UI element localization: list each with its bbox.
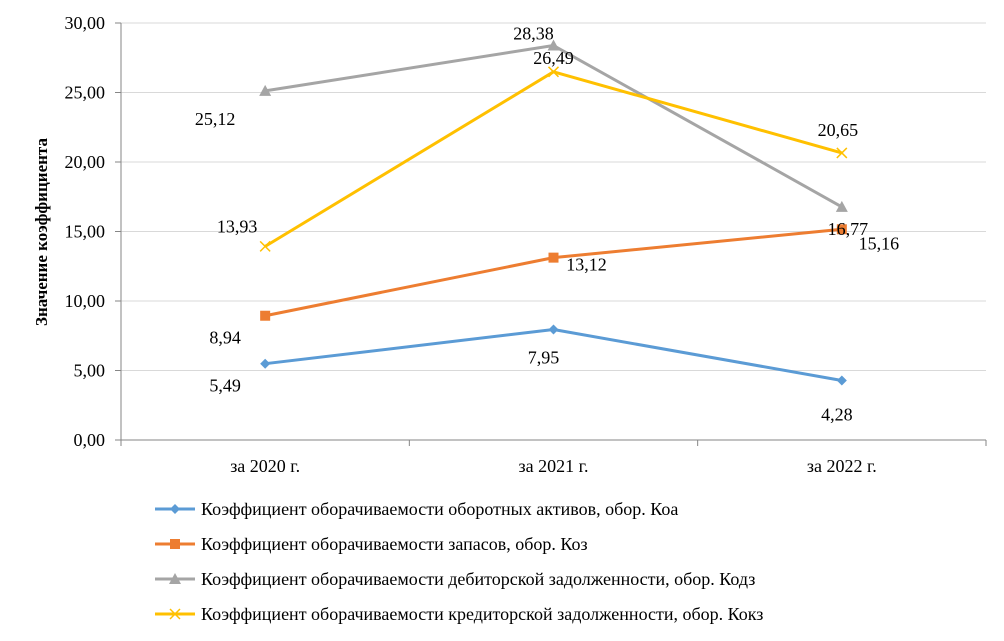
- y-axis-label: Значение коэффициента: [32, 138, 51, 326]
- data-point: [260, 310, 271, 321]
- y-tick-label: 30,00: [65, 13, 106, 33]
- data-label: 15,16: [859, 233, 900, 253]
- data-point: [259, 84, 272, 96]
- data-point: [259, 240, 271, 252]
- data-label: 16,77: [828, 219, 869, 239]
- data-point: [547, 39, 560, 51]
- y-tick-label: 5,00: [74, 361, 106, 381]
- data-point: [548, 324, 559, 335]
- legend-item: Коэффициент оборачиваемости запасов, обо…: [155, 527, 588, 561]
- legend-swatch: [155, 504, 195, 514]
- data-label: 13,12: [566, 255, 607, 275]
- data-point: [836, 375, 847, 386]
- legend-swatch: [155, 573, 195, 584]
- x-tick-labels: за 2020 г. за 2021 г. за 2022 г.: [230, 456, 877, 476]
- data-label: 7,95: [528, 347, 560, 367]
- data-point: [548, 252, 559, 263]
- y-tick-label: 25,00: [65, 83, 106, 103]
- legend-marker: [169, 608, 181, 620]
- data-label: 8,94: [209, 328, 241, 348]
- y-tick-label: 0,00: [74, 430, 106, 450]
- data-label: 20,65: [818, 120, 859, 140]
- data-label: 25,12: [195, 109, 236, 129]
- legend-label: Коэффициент оборачиваемости оборотных ак…: [201, 498, 679, 519]
- axes: [115, 22, 987, 446]
- marker-stroke: [169, 608, 181, 620]
- data-point: [836, 224, 847, 235]
- y-tick-label: 15,00: [65, 222, 106, 242]
- y-tick-label: 10,00: [65, 291, 106, 311]
- x-tick-label: за 2020 г.: [230, 456, 300, 476]
- legend-item: Коэффициент оборачиваемости кредиторской…: [155, 597, 763, 631]
- marker-stroke: [547, 66, 560, 78]
- legend-marker: [170, 504, 180, 514]
- y-tick-labels: 0,00 5,00 10,00 15,00 20,00 25,00 30,00: [65, 13, 106, 450]
- marker-stroke: [836, 147, 848, 159]
- legend-swatch: [155, 539, 195, 549]
- data-labels: 5,49 7,95 4,28 8,94 13,12 15,16 25,12 28,38 16,7…: [195, 24, 899, 425]
- data-point: [547, 66, 560, 78]
- data-label: 4,28: [821, 405, 853, 425]
- legend-label: Коэффициент оборачиваемости запасов, обо…: [201, 533, 588, 554]
- series-line: [264, 44, 843, 209]
- data-point: [835, 200, 848, 212]
- legend-item: Коэффициент оборачиваемости оборотных ак…: [155, 492, 678, 526]
- legend-label: Коэффициент оборачиваемости дебиторской …: [201, 568, 756, 589]
- x-tick-label: за 2022 г.: [807, 456, 877, 476]
- legend-marker: [169, 573, 181, 584]
- series-group: [259, 39, 848, 386]
- legend-marker: [170, 539, 180, 549]
- data-label: 28,38: [513, 24, 554, 44]
- data-point: [260, 358, 271, 369]
- legend-item: Коэффициент оборачиваемости дебиторской …: [155, 562, 755, 596]
- data-label: 13,93: [217, 216, 258, 236]
- legend-swatch: [155, 608, 195, 620]
- y-tick-label: 20,00: [65, 152, 106, 172]
- x-tick-label: за 2021 г.: [519, 456, 589, 476]
- data-label: 26,49: [533, 48, 574, 68]
- legend-label: Коэффициент оборачиваемости кредиторской…: [201, 603, 764, 624]
- data-point: [836, 147, 848, 159]
- marker-stroke: [259, 240, 271, 252]
- data-label: 5,49: [209, 376, 241, 396]
- series-line: [264, 227, 842, 318]
